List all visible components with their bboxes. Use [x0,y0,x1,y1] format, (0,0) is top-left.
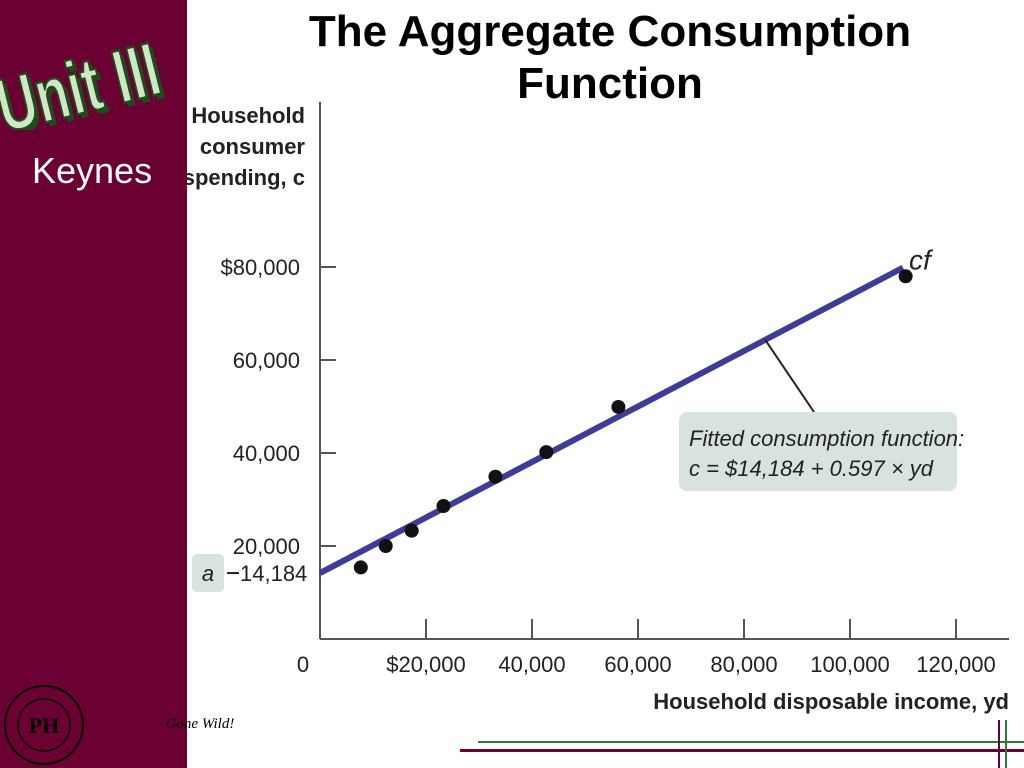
data-point [353,560,368,575]
x-tick-label: 40,000 [498,652,565,677]
title-line-1: The Aggregate Consumption [308,7,912,56]
intercept-badge-label: a [202,561,214,586]
x-ticks: 0 $20,000 40,000 60,000 80,000 100,000 120,000 [297,619,996,677]
annotation-line-2: c = $14,184 + 0.597 × yd [689,456,934,481]
section-label: Keynes [32,150,153,191]
x-tick-label: 80,000 [710,652,777,677]
annotation-line-1: Fitted consumption function: [689,426,964,451]
x-tick-label: 60,000 [604,652,671,677]
data-point [539,445,554,460]
axes [319,102,1009,640]
y-tick-label: 20,000 [233,534,300,559]
x-tick-label: 120,000 [916,652,996,677]
seal-initials: PH [29,713,60,738]
data-point [898,269,913,284]
data-point [404,523,419,538]
y-axis-label-line: spending, c [187,165,305,190]
data-point [378,539,393,553]
y-axis-label: Household consumer spending, c [187,103,305,190]
data-point [611,399,626,414]
footer-rule-green [478,741,1024,743]
sidebar: Unit III Unit III Keynes PH [0,0,187,768]
y-ticks: 20,000 40,000 60,000 $80,000 a 14,184 [192,255,336,593]
annotation-group: Fitted consumption function: c = $14,184 … [679,339,964,491]
intercept-badge [192,554,224,593]
y-axis-label-line: Household [191,103,305,128]
tagline-gone-wild: Gone Wild! [165,716,235,732]
logo-text: Unit III [0,26,168,130]
consumption-chart: Household consumer spending, c 20,000 40,00… [187,102,1009,714]
y-tick-label: 40,000 [233,441,300,466]
footer-rule-maroon [460,749,1024,752]
x-tick-label: 0 [297,652,309,677]
unit-iii-logo: Unit III Unit III [0,25,172,130]
title-line-2: Function [517,59,703,108]
intercept-tick-label: 14,184 [240,561,307,586]
y-tick-label: 60,000 [233,348,300,373]
annotation-box [679,412,957,491]
tagline-economics: Economics [96,716,162,732]
annotation-pointer [764,339,815,413]
footer-rule-vertical-1 [998,720,1000,768]
data-points [353,269,913,575]
data-point [488,469,503,484]
university-seal: PH [4,685,84,765]
fitted-line [318,265,905,576]
fit-line-label: cf [909,245,934,276]
footer-rule-vertical-2 [1005,720,1007,768]
slide-title: The Aggregate Consumption Function [260,6,960,110]
y-tick-label: $80,000 [220,255,300,280]
x-tick-label: 100,000 [810,652,890,677]
y-axis-label-line: consumer [200,134,306,159]
data-point [436,499,451,514]
fit-line-group: cf [318,245,934,576]
footer-tagline: Economics Gone Wild! [96,716,234,733]
x-tick-label: $20,000 [386,652,466,677]
x-axis-label: Household disposable income, yd [653,689,1009,714]
